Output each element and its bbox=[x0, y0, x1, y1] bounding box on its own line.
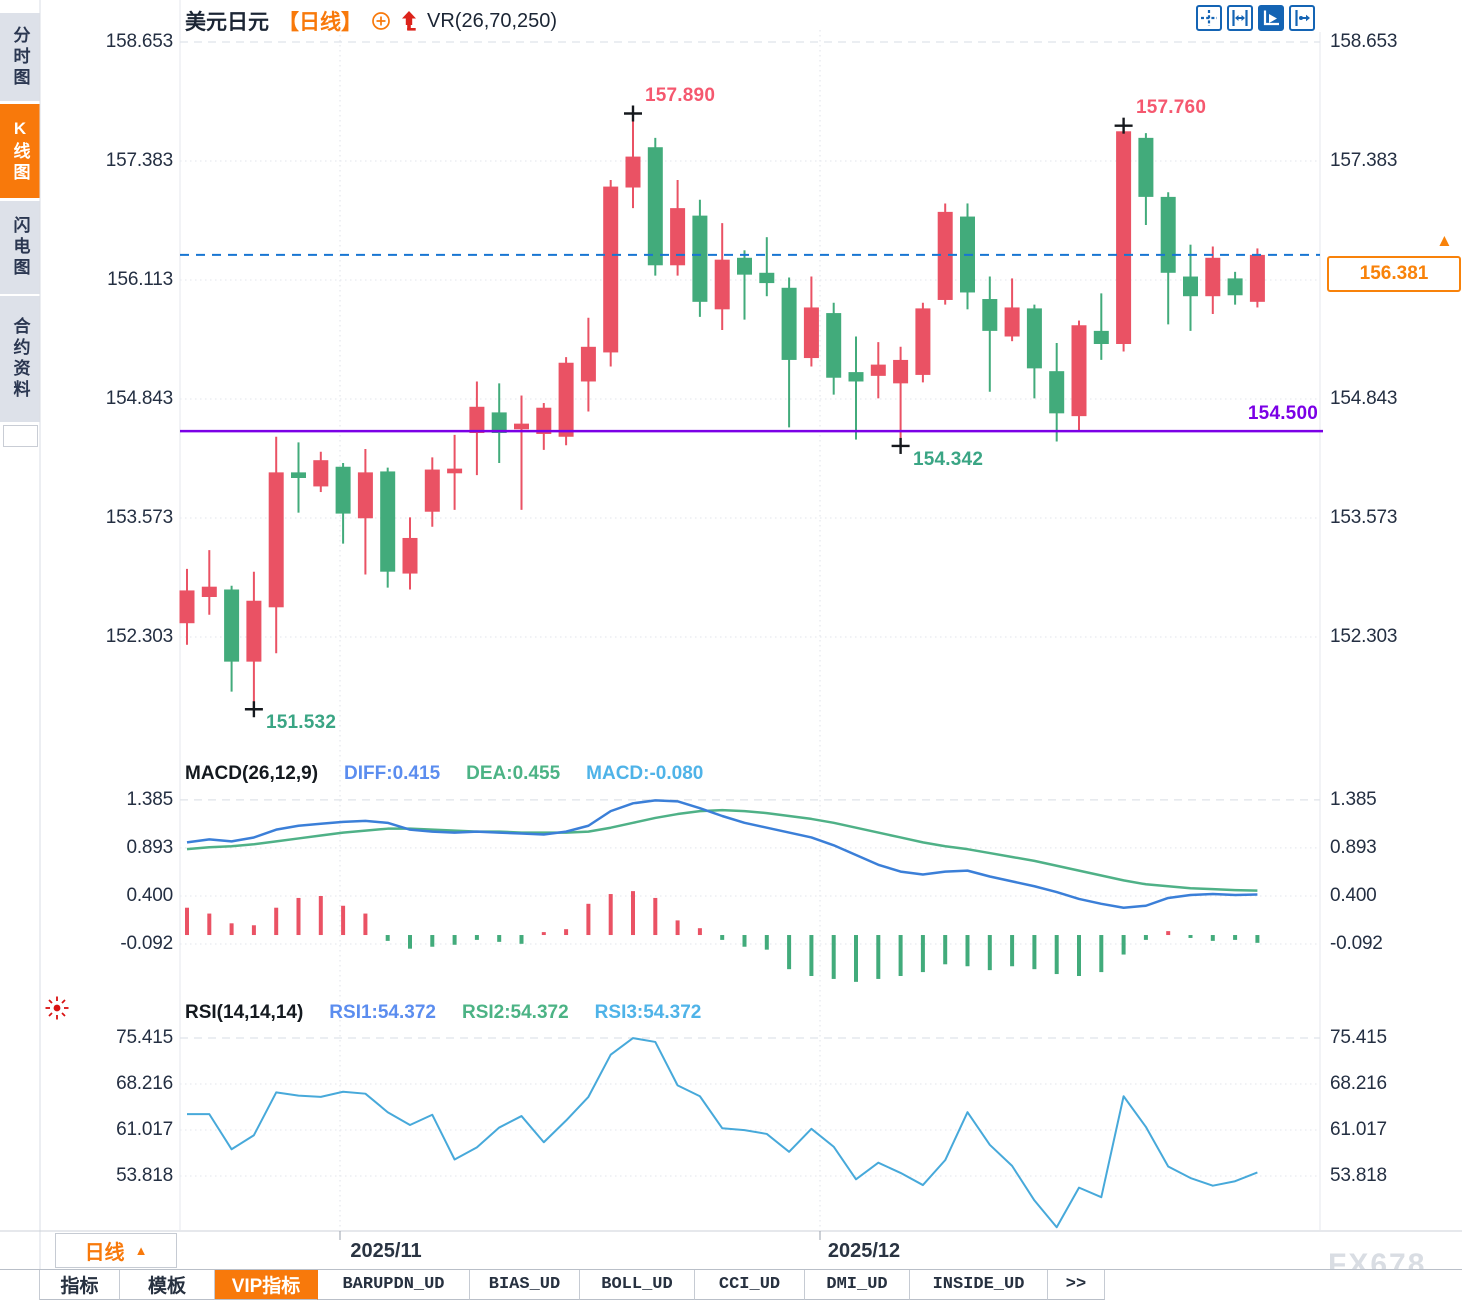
add-indicator-icon[interactable] bbox=[371, 11, 391, 31]
sidebar-endcap bbox=[3, 425, 38, 447]
sun-icon bbox=[42, 993, 72, 1028]
indicator-label: VR(26,70,250) bbox=[427, 9, 558, 32]
sidebar-item-4[interactable]: 合约资料 bbox=[0, 296, 40, 422]
up-arrow-icon bbox=[400, 10, 418, 33]
current-price-badge: 156.381 bbox=[1327, 256, 1461, 292]
axis-range-icon[interactable] bbox=[1227, 5, 1253, 31]
sidebar-item-2[interactable]: K线图 bbox=[0, 104, 40, 198]
tab-4[interactable]: BARUPDN_UD bbox=[318, 1270, 470, 1300]
tab-10[interactable]: >> bbox=[1048, 1270, 1105, 1300]
pan-right-icon[interactable] bbox=[1289, 5, 1315, 31]
tab-5[interactable]: BIAS_UD bbox=[470, 1270, 580, 1300]
crosshair-move-icon[interactable] bbox=[1196, 5, 1222, 31]
tabbar-spacer bbox=[0, 1270, 40, 1300]
sidebar-item-1[interactable]: 分时图 bbox=[0, 13, 40, 101]
triangle-up-icon: ▲ bbox=[134, 1243, 148, 1258]
tab-3[interactable]: VIP指标 bbox=[215, 1270, 318, 1300]
tab-1[interactable]: 指标 bbox=[40, 1270, 120, 1300]
period-tag: 【日线】 bbox=[278, 11, 362, 34]
tab-6[interactable]: BOLL_UD bbox=[580, 1270, 695, 1300]
tab-7[interactable]: CCI_UD bbox=[695, 1270, 805, 1300]
chart-toolbar bbox=[1196, 5, 1315, 31]
symbol-name: 美元日元 bbox=[185, 11, 269, 34]
period-selector[interactable]: 日线 ▲ bbox=[55, 1233, 177, 1268]
auto-fit-icon[interactable] bbox=[1258, 5, 1284, 31]
price-up-marker-icon: ▲ bbox=[1436, 231, 1453, 250]
period-selector-label: 日线 bbox=[84, 1242, 125, 1264]
tab-9[interactable]: INSIDE_UD bbox=[910, 1270, 1048, 1300]
tab-8[interactable]: DMI_UD bbox=[805, 1270, 910, 1300]
sidebar-item-3[interactable]: 闪电图 bbox=[0, 201, 40, 294]
tab-2[interactable]: 模板 bbox=[120, 1270, 215, 1300]
chart-title-bar: 美元日元 【日线】 VR(26,70,250) bbox=[185, 6, 557, 36]
indicator-tab-bar: 指标 模板 VIP指标 BARUPDN_UD BIAS_UD BOLL_UD CCI_UD D… bbox=[0, 1269, 1462, 1300]
